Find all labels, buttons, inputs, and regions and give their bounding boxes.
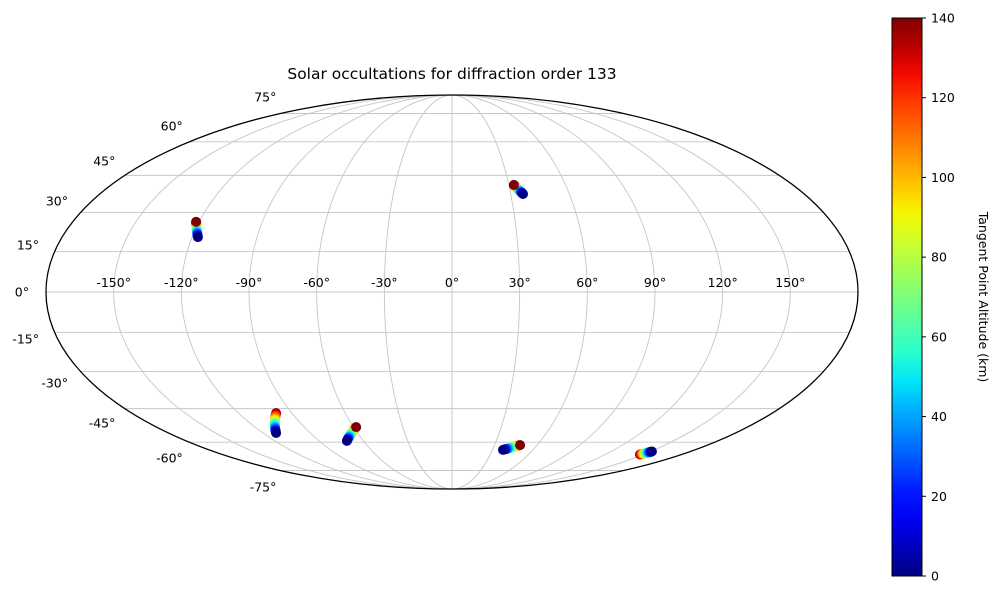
lat-tick-label: 45° [93,154,115,169]
map-graticule [45,94,859,490]
lon-tick-label: -30° [371,275,398,290]
colorbar-tick-label: 80 [931,250,947,265]
axis-tick-labels: -150° -120° -90° -60° -30° 0° 30° 60° 90° 120° 150… [12,89,805,494]
colorbar: 0 20 40 60 80 100 120 140 [891,11,955,584]
occultation-2 [508,180,528,199]
lat-tick-label: 60° [161,119,183,134]
colorbar-tick-label: 0 [931,569,939,584]
chart-title: Solar occultations for diffraction order… [287,65,616,83]
occultation-6 [635,446,657,460]
lon-tick-label: -120° [164,275,199,290]
colorbar-tick-label: 60 [931,329,947,344]
lat-tick-label: -15° [12,332,39,347]
lat-tick-label: -75° [250,480,277,495]
lon-tick-label: 30° [509,275,531,290]
lon-tick-label: 60° [576,275,598,290]
lon-tick-label: -90° [236,275,263,290]
colorbar-tick-label: 40 [931,409,947,424]
occultation-1 [191,216,203,243]
colorbar-tick-label: 20 [931,489,947,504]
lon-tick-label: 0° [445,275,459,290]
occultation-5 [498,440,525,455]
colorbar-tick-label: 120 [931,90,955,105]
lat-tick-label: -45° [89,415,116,430]
occultation-points [191,180,657,460]
lat-tick-label: 0° [15,285,29,300]
lat-tick-label: -30° [41,376,68,391]
lon-tick-label: 90° [644,275,666,290]
lat-tick-label: 30° [46,194,68,209]
colorbar-tick-label: 140 [931,11,955,26]
occultation-3 [269,408,282,438]
lon-tick-label: 150° [775,275,805,290]
lon-tick-label: -150° [96,275,131,290]
lat-tick-label: -60° [156,450,183,465]
colorbar-label: Tangent Point Altitude (km) [976,211,991,383]
lat-tick-label: 15° [17,237,39,252]
colorbar-tick-label: 100 [931,170,955,185]
occultation-4 [341,422,362,446]
lon-tick-label: 120° [708,275,738,290]
lat-tick-label: 75° [254,89,276,104]
lon-tick-label: -60° [303,275,330,290]
